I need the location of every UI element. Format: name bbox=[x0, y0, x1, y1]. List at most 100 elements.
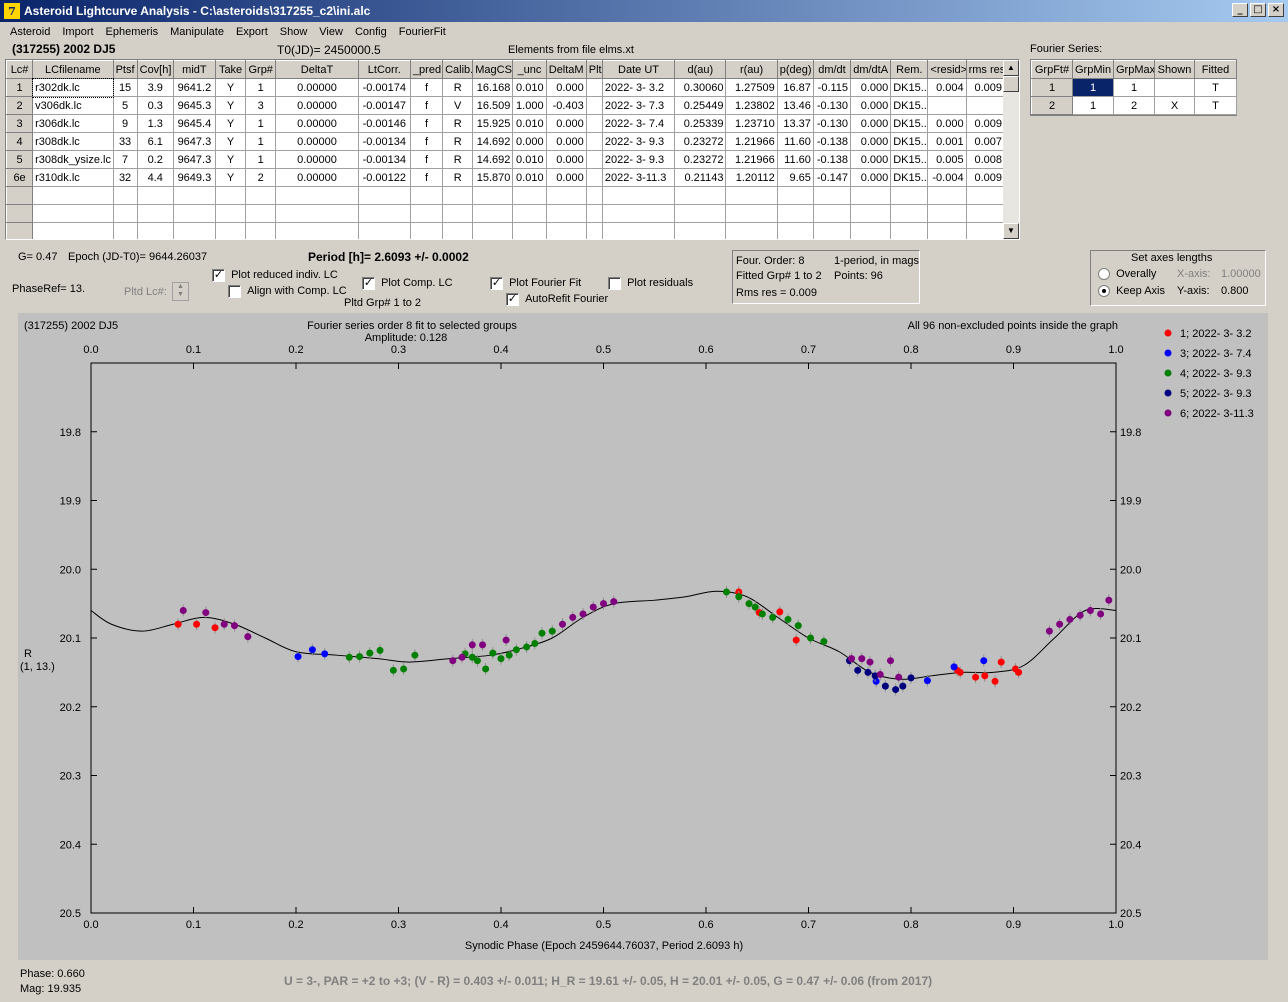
table-cell[interactable]: Y bbox=[214, 114, 247, 133]
menu-manipulate[interactable]: Manipulate bbox=[170, 25, 224, 38]
table-cell[interactable] bbox=[275, 204, 359, 223]
table-cell[interactable]: 2 bbox=[1113, 96, 1155, 115]
lc-col-header[interactable]: Ptsf bbox=[112, 60, 138, 79]
table-cell[interactable]: 3.9 bbox=[136, 78, 174, 97]
table-cell[interactable]: -0.004 bbox=[927, 168, 967, 187]
scroll-up-button[interactable]: ▲ bbox=[1003, 60, 1019, 76]
table-cell[interactable] bbox=[172, 186, 217, 205]
table-cell[interactable]: f bbox=[409, 96, 444, 115]
fourier-col-header[interactable]: Shown bbox=[1154, 60, 1195, 79]
table-cell[interactable] bbox=[674, 204, 727, 223]
table-cell[interactable] bbox=[6, 186, 34, 205]
fourier-col-header[interactable]: GrpMax bbox=[1113, 60, 1155, 79]
menu-show[interactable]: Show bbox=[279, 25, 308, 38]
table-cell[interactable]: 0.009 bbox=[965, 78, 1006, 97]
table-cell[interactable]: 0.000 bbox=[850, 96, 892, 115]
table-cell[interactable]: 2 bbox=[245, 168, 277, 187]
pltd-lc-spinner[interactable]: ▲ ▼ bbox=[172, 282, 189, 301]
table-cell[interactable] bbox=[585, 186, 603, 205]
table-cell[interactable] bbox=[545, 204, 587, 223]
table-cell[interactable] bbox=[965, 186, 1006, 205]
lc-grid-scrollbar[interactable]: ▲ ▼ bbox=[1003, 60, 1019, 239]
table-cell[interactable]: R bbox=[442, 168, 474, 187]
table-cell[interactable]: 1.000 bbox=[512, 96, 547, 115]
table-cell[interactable] bbox=[601, 186, 676, 205]
table-cell[interactable] bbox=[776, 204, 814, 223]
table-cell[interactable] bbox=[472, 186, 514, 205]
table-cell[interactable]: 15.925 bbox=[472, 114, 514, 133]
autorefit-checkbox[interactable]: ✓ AutoRefit Fourier bbox=[506, 292, 609, 306]
table-cell[interactable]: 9649.3 bbox=[172, 168, 217, 187]
table-cell[interactable]: 0.25339 bbox=[674, 114, 727, 133]
table-cell[interactable]: 0.000 bbox=[850, 78, 892, 97]
minimize-button[interactable]: _ bbox=[1232, 3, 1248, 17]
table-cell[interactable] bbox=[812, 204, 852, 223]
lc-col-header[interactable]: Rem. bbox=[890, 60, 929, 79]
row-header[interactable]: 3 bbox=[6, 114, 34, 133]
table-cell[interactable]: 0.00000 bbox=[275, 150, 359, 169]
table-cell[interactable] bbox=[112, 204, 138, 223]
table-cell[interactable]: -0.138 bbox=[812, 132, 852, 151]
lc-col-header[interactable]: dm/dtA bbox=[850, 60, 892, 79]
table-cell[interactable]: 4.4 bbox=[136, 168, 174, 187]
table-cell[interactable] bbox=[32, 204, 114, 223]
table-row[interactable]: 5 r308dk_ysize.lc 7 0.2 9647.3 Y 1 0.00000 -0.00… bbox=[6, 150, 1006, 169]
table-cell[interactable] bbox=[927, 96, 967, 115]
lc-col-header[interactable]: Date UT bbox=[601, 60, 676, 79]
table-cell[interactable] bbox=[585, 150, 603, 169]
table-cell[interactable]: 32 bbox=[112, 168, 138, 187]
lc-col-header[interactable]: LCfilename bbox=[32, 60, 114, 79]
table-cell[interactable]: 0.008 bbox=[965, 150, 1006, 169]
lightcurve-plot[interactable]: (317255) 2002 DJ5 Fourier series order 8… bbox=[18, 313, 1268, 960]
table-cell[interactable]: R bbox=[442, 132, 474, 151]
table-cell[interactable]: f bbox=[409, 168, 444, 187]
lc-col-header[interactable]: midT bbox=[172, 60, 217, 79]
overally-radio[interactable]: Overally bbox=[1098, 268, 1156, 281]
table-cell[interactable]: 15.870 bbox=[472, 168, 514, 187]
keep-axis-radio-dot[interactable] bbox=[1098, 285, 1110, 298]
table-cell[interactable] bbox=[776, 186, 814, 205]
table-cell[interactable]: 0.009 bbox=[965, 168, 1006, 187]
table-cell[interactable]: 9641.2 bbox=[172, 78, 217, 97]
table-cell[interactable] bbox=[965, 222, 1006, 239]
table-row[interactable]: 1 r302dk.lc 15 3.9 9641.2 Y 1 0.00000 -0.00174 f R… bbox=[6, 77, 1006, 98]
table-cell[interactable]: 9645.4 bbox=[172, 114, 217, 133]
plot-fourier-checkbox[interactable]: ✓ Plot Fourier Fit bbox=[490, 276, 582, 290]
table-cell[interactable]: 0.000 bbox=[512, 132, 547, 151]
plot-fourier-check[interactable]: ✓ bbox=[490, 276, 503, 290]
table-cell[interactable]: 0.010 bbox=[512, 114, 547, 133]
table-cell[interactable] bbox=[6, 222, 34, 239]
table-cell[interactable]: 9645.3 bbox=[172, 96, 217, 115]
table-cell[interactable]: 1.20112 bbox=[725, 168, 778, 187]
lc-col-header[interactable]: _unc bbox=[512, 60, 547, 79]
table-cell[interactable] bbox=[850, 222, 892, 239]
table-cell[interactable] bbox=[674, 222, 727, 239]
table-cell[interactable]: DK15.. bbox=[890, 78, 929, 97]
table-row-empty[interactable] bbox=[6, 204, 1006, 223]
table-cell[interactable]: r302dk.lc bbox=[31, 77, 115, 98]
lc-col-header[interactable]: DeltaM bbox=[545, 60, 587, 79]
table-cell[interactable] bbox=[965, 204, 1006, 223]
table-cell[interactable] bbox=[965, 96, 1006, 115]
table-cell[interactable]: 1.21966 bbox=[725, 150, 778, 169]
table-cell[interactable]: 0.00000 bbox=[275, 114, 359, 133]
table-cell[interactable]: 33 bbox=[112, 132, 138, 151]
table-cell[interactable] bbox=[442, 204, 474, 223]
lightcurve-svg[interactable]: (317255) 2002 DJ5 Fourier series order 8… bbox=[18, 313, 1268, 960]
table-cell[interactable]: 0.00000 bbox=[275, 96, 359, 115]
table-cell[interactable]: r306dk.lc bbox=[32, 114, 114, 133]
table-cell[interactable]: 2022- 3- 9.3 bbox=[601, 132, 676, 151]
table-cell[interactable] bbox=[725, 186, 778, 205]
row-header[interactable]: 1 bbox=[6, 78, 34, 97]
table-cell[interactable]: Y bbox=[214, 96, 247, 115]
lc-col-header[interactable]: Calib. bbox=[442, 60, 474, 79]
table-cell[interactable]: -0.130 bbox=[812, 96, 852, 115]
menu-fourierfit[interactable]: FourierFit bbox=[398, 25, 446, 38]
table-cell[interactable] bbox=[927, 186, 967, 205]
lc-col-header[interactable]: r(au) bbox=[725, 60, 778, 79]
align-comp-checkbox[interactable]: Align with Comp. LC bbox=[228, 285, 347, 298]
lc-col-header[interactable]: Lc# bbox=[6, 60, 34, 79]
table-cell[interactable]: X bbox=[1154, 96, 1195, 115]
table-cell[interactable] bbox=[850, 186, 892, 205]
